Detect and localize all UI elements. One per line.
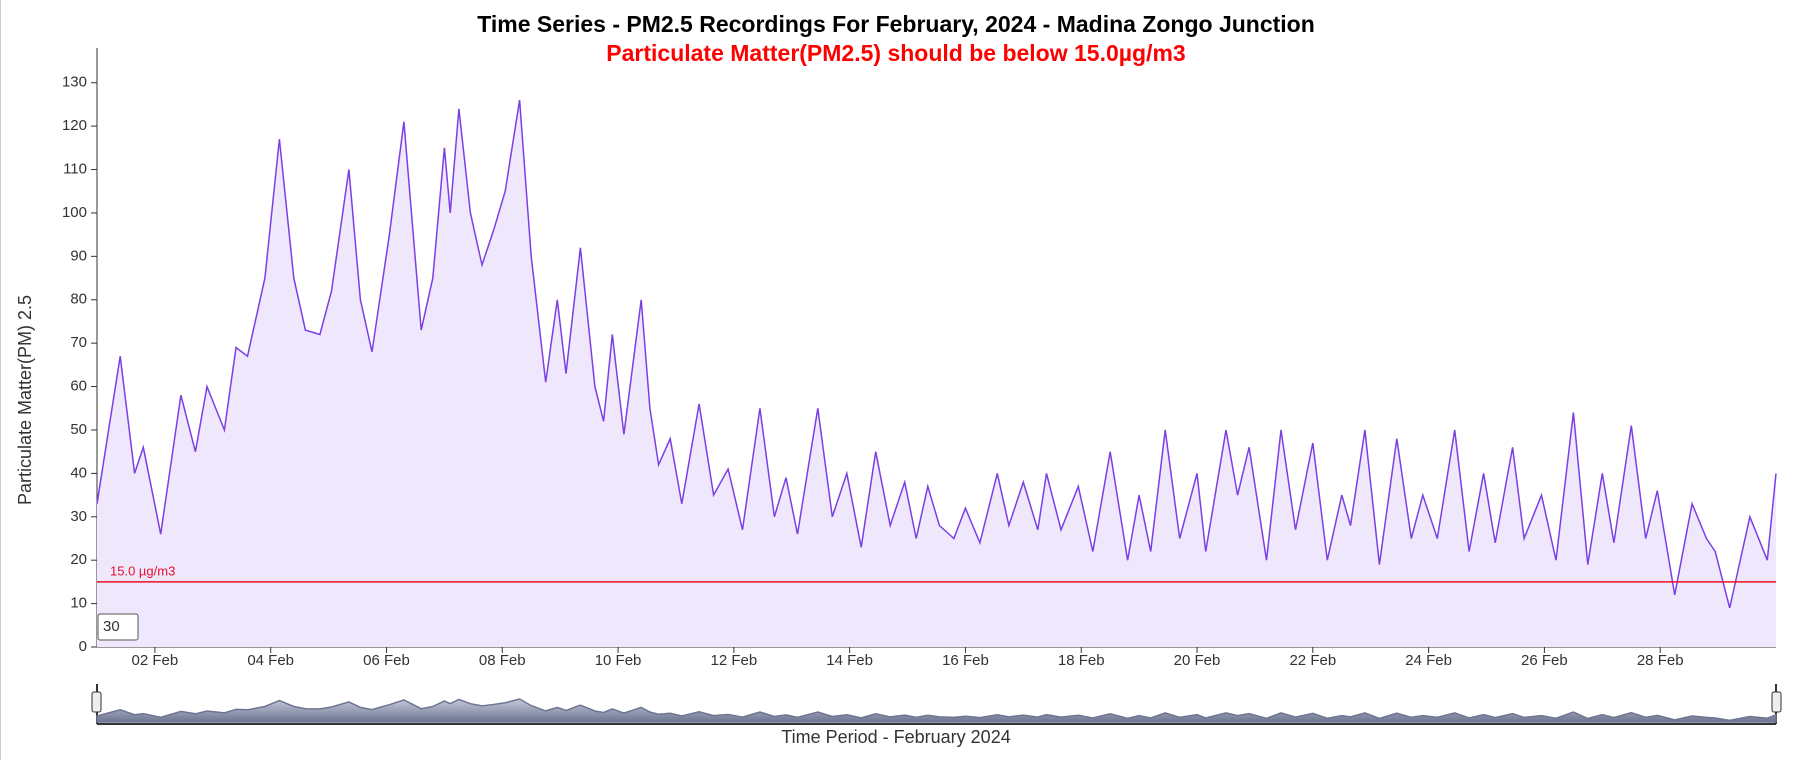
line [96,99,1777,609]
y-tick-label: 110 [63,161,87,178]
x-tick-label: 20 Feb [1174,652,1221,669]
y-tick-label: 20 [70,551,87,568]
navigator-area [96,698,1777,723]
navigator-handle-left[interactable] [91,691,102,713]
x-tick-label: 22 Feb [1289,652,1336,669]
x-tick-label: 12 Feb [711,652,758,669]
navigator-handle-right[interactable] [1771,691,1782,713]
x-axis-title: Time Period - February 2024 [781,727,1010,747]
navigator[interactable] [91,684,1782,725]
x-tick-label: 18 Feb [1058,652,1105,669]
y-tick-label: 130 [62,74,87,91]
range-box [97,613,139,641]
y-axis-title: Particulate Matter(PM) 2.5 [15,295,35,505]
y-tick-label: 120 [62,117,87,134]
y-tick-label: 80 [70,291,87,308]
chart-title: Time Series - PM2.5 Recordings For Febru… [477,11,1315,37]
y-tick-label: 30 [70,508,87,525]
y-tick-label: 60 [70,378,87,395]
x-tick-label: 26 Feb [1521,652,1568,669]
area [97,100,1776,648]
y-tick-label: 90 [70,247,87,264]
x-tick-label: 10 Feb [595,652,642,669]
y-tick-label: 70 [70,334,87,351]
x-tick-label: 24 Feb [1405,652,1452,669]
y-tick-label: 0 [79,638,87,655]
x-tick-label: 16 Feb [942,652,989,669]
range-box-label: 30 [103,618,120,635]
x-tick-label: 06 Feb [363,652,410,669]
y-tick-label: 100 [62,204,87,221]
threshold-label: 15.0 µg/m3 [110,563,175,578]
y-tick-label: 50 [70,421,87,438]
x-tick-label: 14 Feb [826,652,873,669]
y-tick-label: 40 [70,464,87,481]
x-tick-label: 08 Feb [479,652,526,669]
x-tick-label: 04 Feb [247,652,294,669]
y-tick-label: 10 [70,595,87,612]
x-tick-label: 28 Feb [1637,652,1684,669]
x-tick-label: 02 Feb [132,652,179,669]
chart-subtitle: Particulate Matter(PM2.5) should be belo… [606,40,1185,66]
